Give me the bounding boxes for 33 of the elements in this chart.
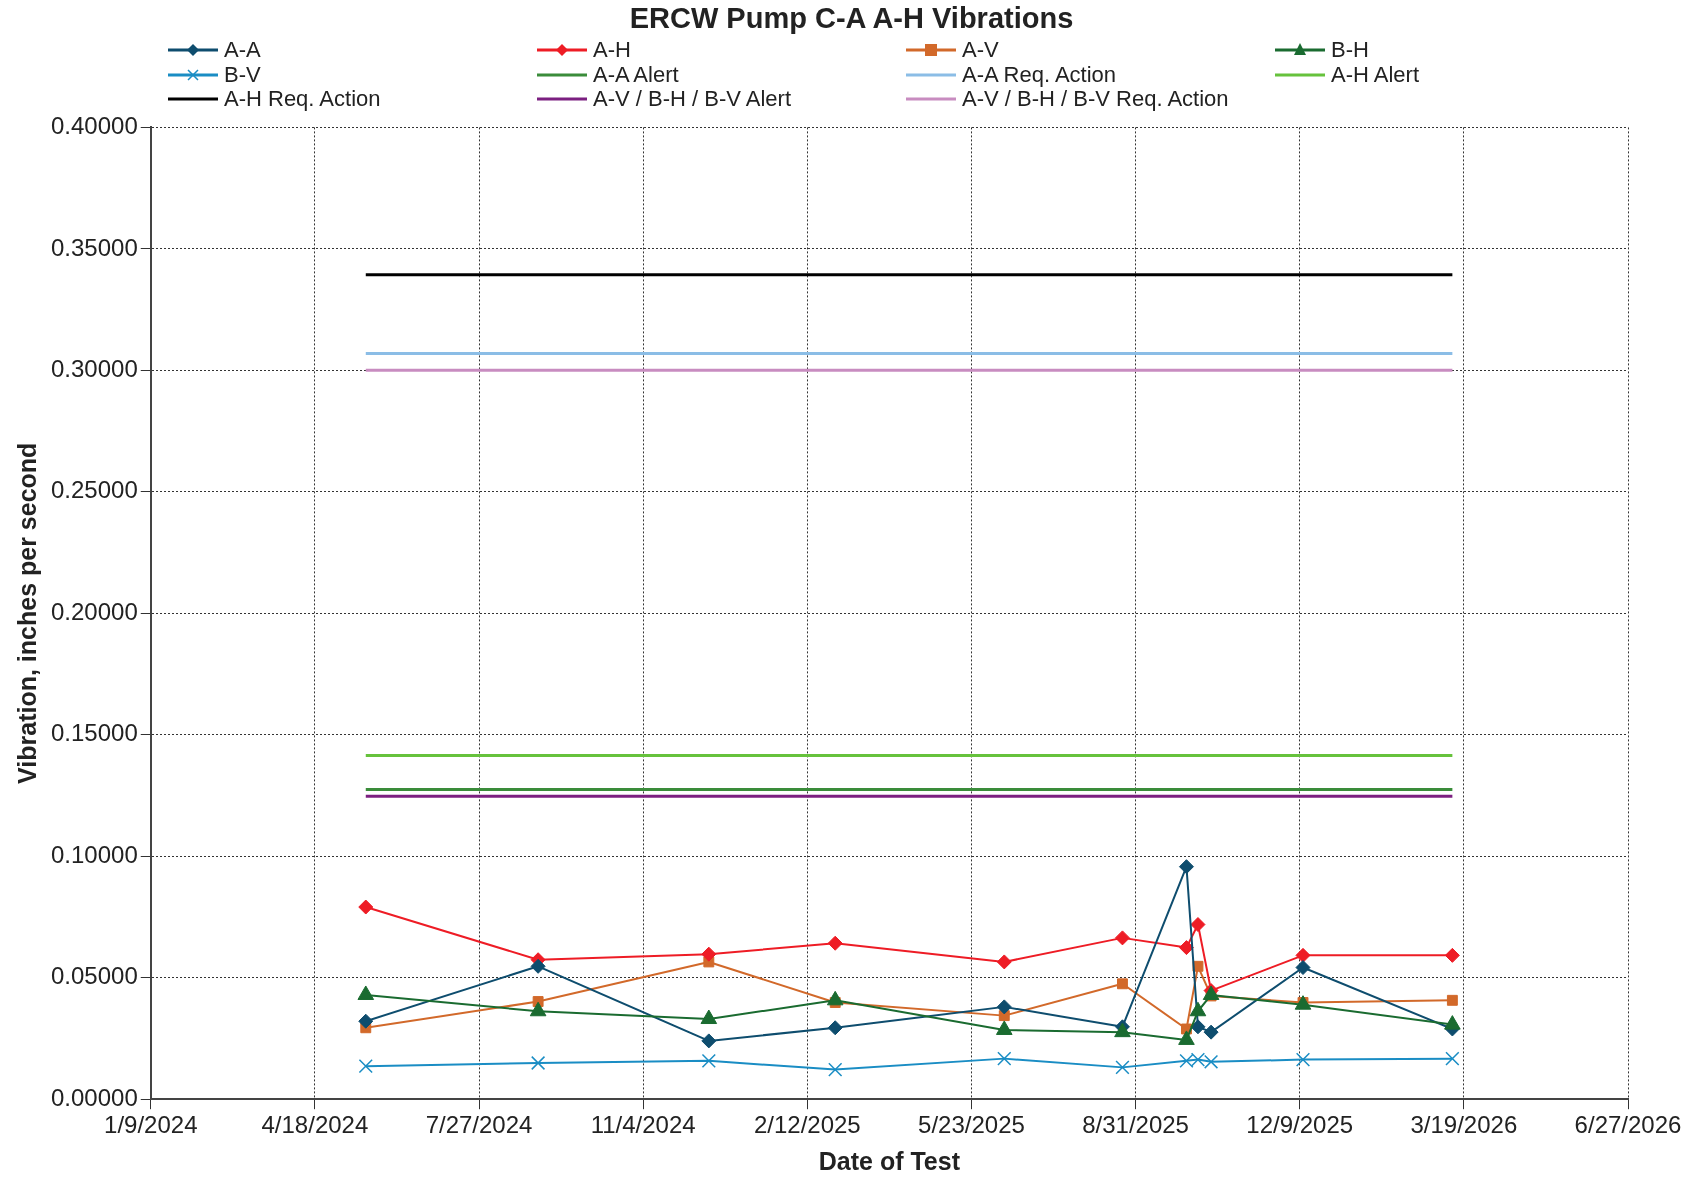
x-tick-label: 3/19/2026 [1410, 1111, 1518, 1139]
y-axis-title: Vibration, inches per second [12, 442, 41, 784]
legend-label: A-A [224, 37, 261, 63]
legend-label: A-V / B-H / B-V Alert [593, 86, 792, 112]
legend-label: B-H [1331, 37, 1369, 63]
x-axis-title: Date of Test [818, 1146, 961, 1175]
x-tick-label: 12/9/2025 [1246, 1111, 1354, 1139]
x-tick-label: 6/27/2026 [1574, 1111, 1682, 1139]
y-tick-label: 0.30000 [50, 354, 138, 382]
x-tick-label: 5/23/2025 [918, 1111, 1025, 1139]
x-tick-label: 1/9/2024 [104, 1111, 198, 1139]
x-tick-label: 11/4/2024 [590, 1111, 696, 1139]
y-tick-label: 0.10000 [50, 840, 138, 868]
x-tick-label: 2/12/2025 [753, 1111, 861, 1139]
y-tick-label: 0.40000 [50, 112, 138, 140]
legend-label: A-V / B-H / B-V Req. Action [962, 86, 1229, 112]
y-tick-label: 0.35000 [50, 233, 138, 261]
x-tick-label: 7/27/2024 [425, 1111, 533, 1139]
x-tick-label: 4/18/2024 [261, 1111, 369, 1139]
legend-label: A-A Alert [593, 61, 679, 87]
legend-label: A-H Req. Action [224, 86, 381, 112]
chart-title: ERCW Pump C-A A-H Vibrations [628, 2, 1075, 35]
y-tick-label: 0.20000 [50, 597, 138, 625]
legend-label: A-V [962, 37, 999, 63]
legend-label: B-V [224, 61, 261, 87]
x-tick-label: 8/31/2025 [1082, 1111, 1189, 1139]
legend-label: A-H Alert [1331, 61, 1420, 87]
y-tick-label: 0.05000 [50, 962, 138, 990]
y-tick-label: 0.15000 [50, 719, 138, 747]
legend-label: A-A Req. Action [962, 61, 1117, 87]
y-tick-label: 0.25000 [50, 476, 138, 504]
legend-label: A-H [593, 37, 631, 63]
y-tick-label: 0.00000 [50, 1083, 138, 1111]
